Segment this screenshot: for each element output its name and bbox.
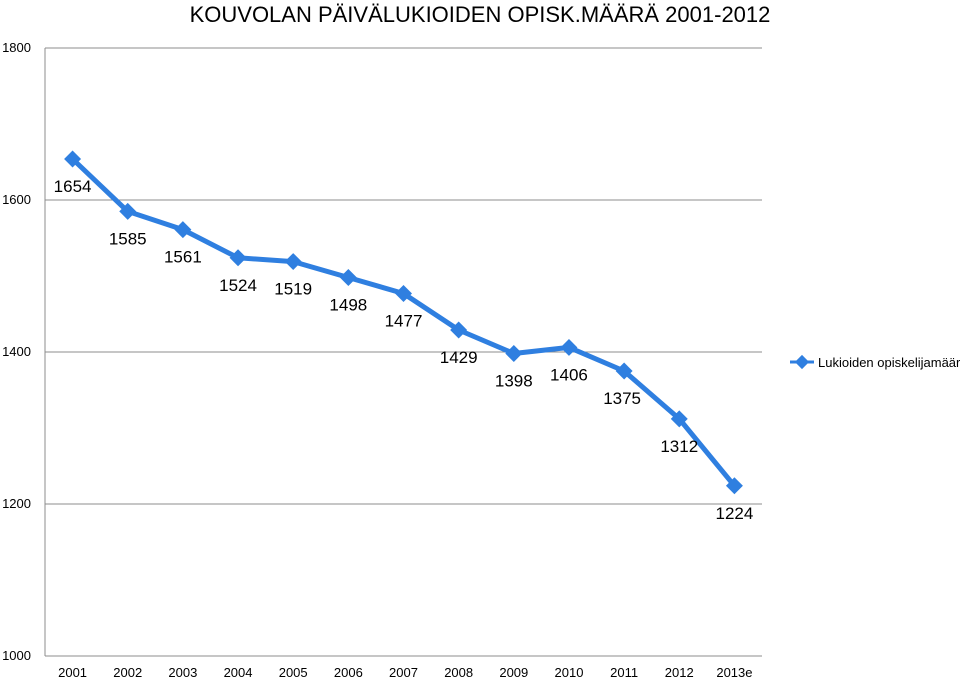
data-value-label: 1406 [550,365,588,384]
data-value-label: 1585 [109,229,147,248]
data-marker [284,253,302,271]
data-marker [174,221,192,239]
data-marker [395,284,412,302]
x-tick-label: 2005 [279,665,308,680]
data-marker [64,150,82,168]
data-value-label: 1429 [440,348,478,367]
x-tick-label: 2008 [444,665,473,680]
data-marker [670,410,688,428]
y-axis-ticks: 1000 1200 1400 1600 1800 [2,40,31,663]
data-value-label: 1312 [660,437,698,456]
data-marker [725,477,743,495]
legend-marker-icon [794,354,810,370]
data-value-label: 1561 [164,248,202,267]
legend: Lukioiden opiskelijamäärä [790,354,960,370]
y-tick-label: 1600 [2,192,31,207]
x-tick-label: 2006 [334,665,363,680]
y-tick-label: 1200 [2,496,31,511]
data-labels: 1654 1585 1561 1524 1519 1498 1477 1429 1398 1406… [54,177,754,523]
x-tick-label: 2012 [665,665,694,680]
data-value-label: 1654 [54,177,92,196]
data-marker [339,269,357,287]
data-marker [229,249,247,267]
data-marker [560,338,578,356]
gridlines [44,47,762,657]
data-markers [64,150,743,495]
x-tick-label: 2002 [113,665,142,680]
x-tick-label: 2001 [58,665,87,680]
legend-label: Lukioiden opiskelijamäärä [818,355,960,370]
data-marker [450,321,468,339]
x-tick-label: 2009 [499,665,528,680]
x-tick-label: 2010 [555,665,584,680]
data-marker [119,202,137,220]
x-tick-label: 2013e [716,665,752,680]
data-value-label: 1477 [385,311,423,330]
data-value-label: 1524 [219,276,257,295]
data-value-label: 1498 [329,296,367,315]
x-tick-label: 2004 [224,665,253,680]
x-tick-label: 2011 [610,665,638,680]
y-tick-label: 1400 [2,344,31,359]
data-marker [615,362,633,380]
data-value-label: 1224 [716,504,754,523]
y-tick-label: 1800 [2,40,31,55]
data-marker [505,345,523,363]
x-axis-ticks: 2001 2002 2003 2004 2005 2006 2007 2008 2009 2010… [58,665,752,680]
data-value-label: 1519 [274,280,312,299]
chart-title: KOUVOLAN PÄIVÄLUKIOIDEN OPISK.MÄÄRÄ 2001… [190,2,771,27]
x-tick-label: 2007 [389,665,418,680]
y-tick-label: 1000 [2,648,31,663]
x-tick-label: 2003 [168,665,197,680]
data-value-label: 1398 [495,372,533,391]
data-value-label: 1375 [603,389,641,408]
